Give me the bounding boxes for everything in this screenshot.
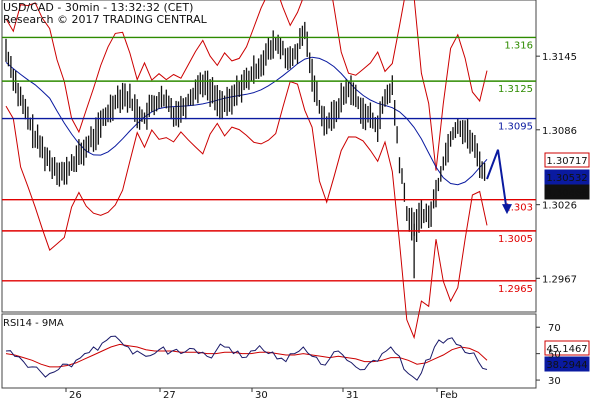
rsi-ma-line (5, 343, 488, 368)
price-tick-label: 1.3086 (542, 126, 577, 137)
projection-arrowhead (502, 204, 512, 215)
rsi-tag-text: 38.2944 (546, 360, 587, 371)
price-tick-label: 1.3026 (542, 201, 577, 212)
copyright: Research © 2017 TRADING CENTRAL (3, 13, 207, 26)
rsi-tick-label: 50 (548, 350, 561, 361)
rsi-tag-38.2944: 38.2944 (544, 356, 590, 372)
upper-band-line (5, 0, 488, 171)
rsi-tick-label: 70 (548, 323, 561, 334)
rsi-title: RSI14 - 9MA (3, 318, 64, 329)
price-tag-1.30532: 1.30532 (544, 169, 590, 185)
rsi-tick-label: 30 (548, 376, 561, 387)
level-label-1.2965: 1.2965 (498, 284, 533, 295)
rsi-line (5, 335, 488, 381)
x-tick-label: Feb (440, 390, 458, 400)
lower-band-line (5, 80, 488, 340)
level-label-1.3095: 1.3095 (498, 122, 533, 133)
price-tick-label: 1.3145 (542, 52, 577, 63)
x-tick-label: 26 (69, 390, 82, 400)
rsi-tag-45.1467: 45.1467 (544, 340, 590, 356)
price-tag-1.30717: 1.30717 (544, 152, 590, 168)
x-tick-label: 30 (255, 390, 268, 400)
price-panel-frame (1, 0, 537, 313)
price-tag-text: 1.30532 (546, 173, 587, 184)
level-label-1.303: 1.303 (504, 203, 533, 214)
price-tick-label: 1.2967 (542, 274, 577, 285)
level-label-1.3125: 1.3125 (498, 84, 533, 95)
rsi-tag-text: 45.1467 (546, 344, 587, 355)
level-label-1.316: 1.316 (504, 40, 533, 51)
x-tick-label: 27 (163, 390, 176, 400)
rsi-panel-frame (1, 313, 537, 389)
level-label-1.3005: 1.3005 (498, 234, 533, 245)
price-tag-text: 1.30717 (546, 156, 587, 167)
chart-title: USD/CAD - 30min - 13:32:32 (CET) (3, 1, 194, 14)
price-tag-1.30466: 1.30466 (544, 184, 590, 200)
price-tag-text: 1.30466 (546, 188, 587, 199)
projection-path (486, 149, 508, 213)
x-tick-label: 31 (346, 390, 359, 400)
